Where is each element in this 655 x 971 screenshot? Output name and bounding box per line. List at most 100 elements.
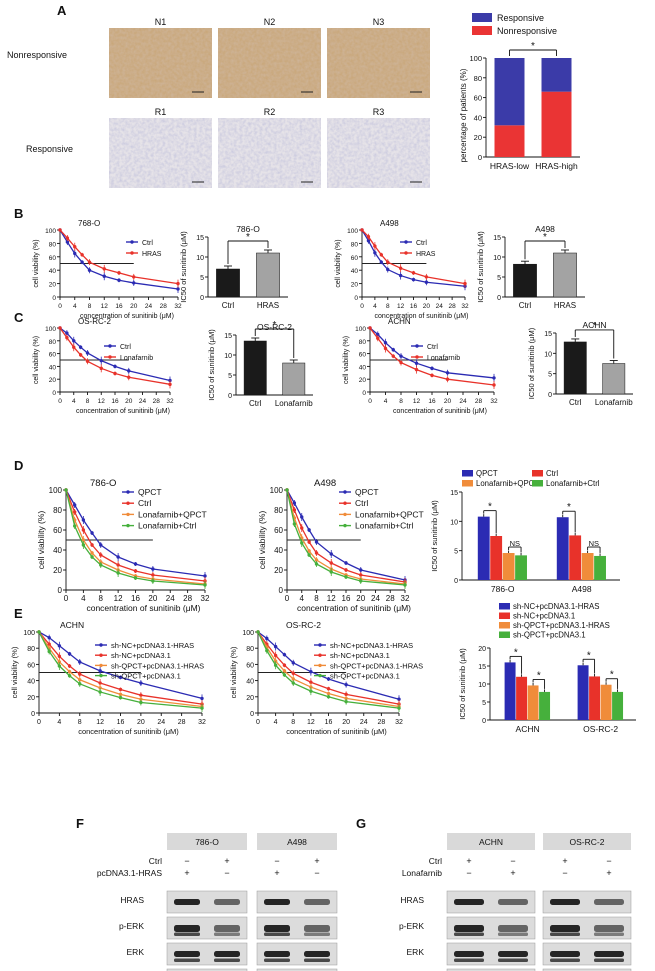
- legend-label: sh-QPCT+pcDNA3.1: [513, 631, 586, 640]
- x-tick-label: 20: [148, 594, 157, 603]
- legend-label: Lonafarnib+Ctrl: [546, 479, 600, 488]
- sig-label: *: [531, 41, 535, 52]
- y-axis-label: percentage of patients (%): [459, 68, 468, 162]
- treatment-sign: +: [274, 868, 279, 878]
- chart-title: ACHN: [582, 320, 606, 330]
- chart-title: A498: [535, 224, 555, 234]
- legend-label: Lonafarnib+QPCT: [138, 509, 207, 519]
- x-tick-label: 32: [395, 719, 403, 726]
- legend-marker: [415, 355, 419, 359]
- blot-band: [454, 899, 484, 905]
- y-tick-label: 60: [246, 662, 254, 669]
- legend-label: sh-QPCT+pcDNA3.1: [111, 672, 181, 681]
- legend-label: Ctrl: [416, 240, 427, 247]
- legend-label: sh-NC+pcDNA3.1: [111, 651, 171, 660]
- legend-marker: [404, 251, 408, 255]
- data-point: [90, 555, 94, 559]
- x-tick-label: 0: [64, 594, 69, 603]
- micrograph-label: N2: [264, 17, 276, 27]
- x-tick-label: 12: [397, 303, 405, 310]
- x-tick-label: 24: [371, 594, 380, 603]
- bar: [569, 535, 582, 580]
- blot-strip: [166, 890, 248, 914]
- data-point: [133, 569, 138, 573]
- x-tick-label: 0: [58, 398, 62, 405]
- blot-band: [174, 932, 200, 936]
- data-point: [492, 383, 496, 387]
- x-tick-label: 12: [327, 594, 336, 603]
- y-tick-label: 20: [474, 133, 482, 142]
- data-point: [72, 503, 77, 507]
- data-point: [379, 253, 384, 257]
- data-point: [203, 583, 207, 587]
- x-tick-label: 24: [139, 398, 147, 405]
- micrograph-texture: [109, 28, 212, 98]
- data-point: [291, 661, 295, 665]
- y-axis-label: cell viability (%): [33, 239, 40, 287]
- treatment-sign: +: [466, 856, 471, 866]
- y-tick-label: 10: [544, 351, 552, 358]
- x-tick-label: 16: [111, 398, 119, 405]
- panel-letter: D: [14, 458, 23, 473]
- data-point: [326, 691, 331, 696]
- legend-label: Ctrl: [427, 344, 438, 351]
- chart-C2: 0 5 10 15 Ctrl Lonafarnib OS-RC-2 IC50 of sunit…: [207, 320, 313, 408]
- x-tick-label: 32: [166, 398, 174, 405]
- y-tick-label: 0: [548, 392, 552, 399]
- series-line: [369, 327, 495, 379]
- y-tick-label: 5: [482, 700, 486, 707]
- data-point: [373, 251, 377, 255]
- x-tick-label: 24: [360, 719, 368, 726]
- blot-label: ERK: [407, 947, 425, 957]
- y-tick-label: 20: [53, 566, 62, 575]
- blot-band: [174, 899, 200, 905]
- blot-band: [594, 958, 624, 962]
- treatment-sign: +: [224, 856, 229, 866]
- data-point: [397, 706, 401, 710]
- y-tick-label: 15: [544, 331, 552, 338]
- blot-band: [264, 925, 290, 932]
- data-point: [102, 274, 106, 278]
- blot-band: [454, 932, 484, 936]
- blot-band: [498, 899, 528, 905]
- blot-band: [214, 932, 240, 936]
- y-tick-label: 80: [49, 339, 57, 346]
- blot-band: [550, 951, 580, 957]
- data-point: [273, 644, 278, 649]
- data-point: [307, 528, 311, 532]
- legend-label: sh-NC+pcDNA3.1-HRAS: [111, 641, 194, 650]
- x-tick-label: 0: [360, 303, 364, 310]
- y-tick-label: 60: [359, 352, 367, 359]
- legend-label: sh-NC+pcDNA3.1: [330, 651, 390, 660]
- chart-D2: 0 20 40 60 80 100 0 4 8 12 16 20 24 28 32concentration…: [257, 478, 424, 613]
- data-point: [65, 331, 69, 335]
- x-tick-label: 24: [436, 303, 444, 310]
- treatment-sign: −: [466, 868, 471, 878]
- data-point: [282, 669, 287, 673]
- panel-letter: F: [76, 816, 84, 831]
- x-tick-label: 4: [373, 303, 377, 310]
- y-tick-label: 20: [351, 282, 359, 289]
- treatment-sign: −: [562, 868, 567, 878]
- y-axis-label: cell viability (%): [36, 511, 46, 570]
- data-point: [87, 260, 92, 264]
- x-tick-label: HRAS: [257, 301, 279, 310]
- x-tick-label: 32: [198, 719, 206, 726]
- chart-B3: 0 20 40 60 80 100 0 4 8 12 16 20 24 28 32 concentration…: [335, 219, 469, 320]
- x-tick-label: Lonafarnib: [275, 399, 313, 408]
- x-axis-label: concentration of sunitinib (μM): [393, 408, 487, 415]
- y-tick-label: 40: [49, 268, 57, 275]
- bar: [515, 555, 527, 580]
- x-tick-label: Ctrl: [519, 301, 532, 310]
- data-point: [314, 558, 319, 562]
- treatment-sign: −: [274, 856, 279, 866]
- blot-band: [304, 958, 330, 962]
- y-tick-label: 10: [224, 353, 232, 360]
- y-tick-label: 5: [497, 275, 501, 282]
- x-tick-label: 0: [285, 594, 290, 603]
- chart-B4: 0 5 10 15 Ctrl HRAS A498 IC50 of sunitinib (μM)…: [476, 224, 585, 310]
- y-tick-label: 60: [49, 255, 57, 262]
- data-point: [58, 228, 62, 232]
- data-point: [98, 681, 102, 685]
